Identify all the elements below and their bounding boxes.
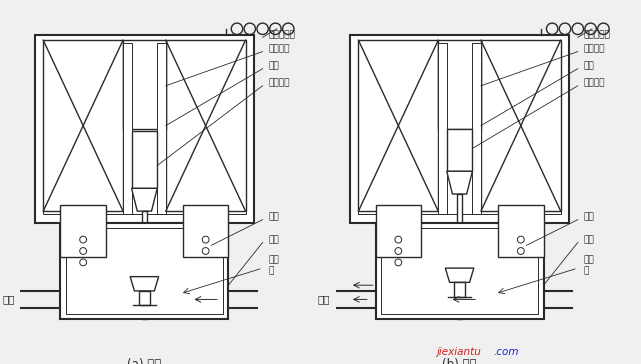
Text: 出口: 出口 (3, 294, 15, 304)
Bar (481, 40, 561, 211)
Text: 固定铁心: 固定铁心 (583, 44, 605, 53)
Text: 流体
阀: 流体 阀 (583, 256, 594, 275)
Text: (b) 吸合: (b) 吸合 (442, 359, 477, 364)
Bar (350, 35, 569, 222)
Text: 出口: 出口 (317, 294, 330, 304)
Bar (35, 35, 254, 222)
Bar (166, 40, 246, 211)
Bar (498, 205, 544, 257)
Bar (183, 205, 228, 257)
Polygon shape (445, 268, 474, 282)
Bar (358, 40, 438, 211)
Text: 线圈: 线圈 (269, 62, 279, 70)
Text: 线圈引出线: 线圈引出线 (269, 30, 296, 39)
Bar (447, 128, 472, 171)
Bar (123, 40, 166, 128)
Bar (358, 43, 561, 214)
Text: jiexiantu: jiexiantu (436, 347, 481, 357)
Polygon shape (131, 188, 157, 211)
Bar (376, 205, 421, 257)
Bar (157, 43, 166, 214)
Bar (43, 43, 246, 214)
Polygon shape (447, 171, 472, 194)
Text: 入口: 入口 (269, 235, 279, 244)
Bar (60, 205, 106, 257)
Bar (438, 40, 481, 128)
Polygon shape (130, 277, 158, 291)
Bar (438, 43, 447, 214)
Polygon shape (454, 282, 465, 297)
Text: .com: .com (494, 347, 519, 357)
Text: 流体
阀: 流体 阀 (269, 256, 279, 275)
Bar (66, 228, 222, 314)
Bar (472, 43, 481, 214)
Text: (a) 断电: (a) 断电 (128, 359, 162, 364)
Bar (458, 194, 462, 319)
Text: 线圈引出线: 线圈引出线 (583, 30, 610, 39)
Text: 可动铁心: 可动铁心 (269, 78, 290, 87)
Bar (381, 228, 538, 314)
Bar (43, 40, 123, 211)
Text: 固定铁心: 固定铁心 (269, 44, 290, 53)
Bar (60, 222, 228, 319)
Text: 可动铁心: 可动铁心 (583, 78, 605, 87)
Polygon shape (138, 291, 150, 305)
Text: 线圈: 线圈 (583, 62, 594, 70)
Bar (142, 211, 147, 319)
Text: 弹簧: 弹簧 (583, 212, 594, 221)
Bar (131, 131, 157, 188)
Bar (376, 222, 544, 319)
Bar (123, 43, 131, 214)
Text: 弹簧: 弹簧 (269, 212, 279, 221)
Text: 入口: 入口 (583, 235, 594, 244)
